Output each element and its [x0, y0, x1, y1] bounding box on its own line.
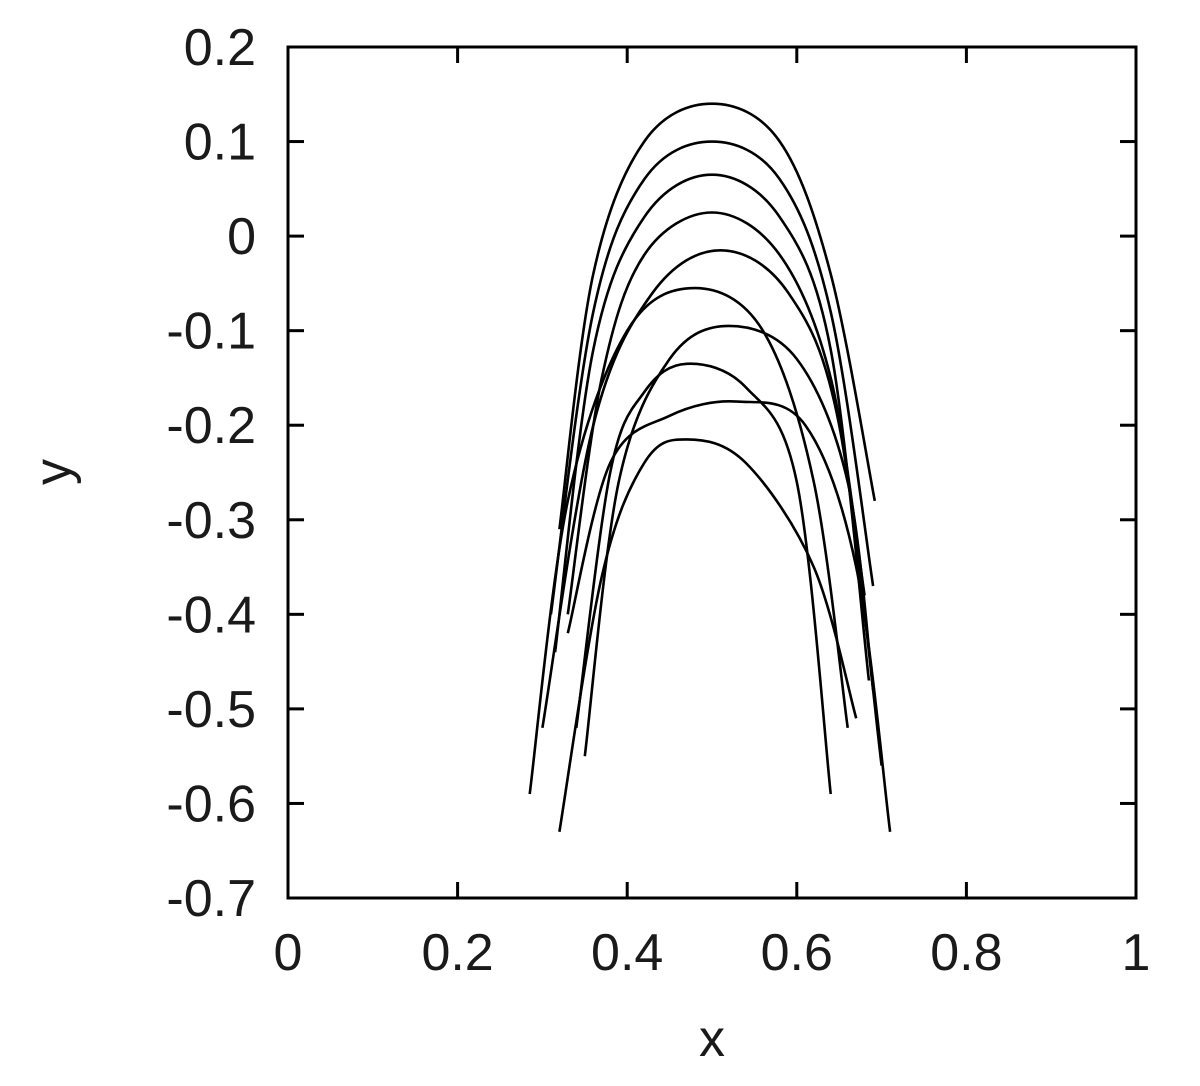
curve-3 — [553, 173, 871, 681]
curve-layer — [528, 102, 892, 833]
y-tick-label: -0.7 — [166, 870, 256, 928]
y-tick-labels: 0.2 0.1 0 -0.1 -0.2 -0.3 -0.4 -0.5 -0.6 -0.7 — [166, 19, 256, 928]
y-axis-label: y — [24, 459, 82, 485]
curve-10 — [558, 438, 858, 833]
plot-frame — [286, 45, 1138, 900]
curve-8 — [575, 362, 832, 795]
y-tick-label: -0.2 — [166, 397, 256, 455]
x-tick-labels: 0 0.2 0.4 0.6 0.8 1 — [274, 924, 1151, 982]
y-tick-label: -0.1 — [166, 303, 256, 361]
tick-layer — [288, 47, 1136, 898]
x-tick-label: 1 — [1122, 924, 1151, 982]
x-tick-label: 0 — [274, 924, 303, 982]
curve-2 — [549, 140, 875, 615]
curve-4 — [566, 211, 866, 615]
y-tick-label: 0.2 — [184, 19, 256, 77]
curve-7 — [583, 324, 875, 757]
x-tick-label: 0.2 — [421, 924, 493, 982]
y-tick-label: -0.3 — [166, 492, 256, 550]
curve-1 — [558, 102, 877, 530]
curve-9 — [566, 400, 892, 832]
x-tick-label: 0.6 — [761, 924, 833, 982]
y-tick-label: 0.1 — [184, 114, 256, 172]
x-tick-label: 0.8 — [930, 924, 1002, 982]
curve-6 — [528, 286, 849, 795]
x-tick-label: 0.4 — [591, 924, 663, 982]
x-axis-label: x — [699, 1010, 725, 1068]
y-tick-label: -0.5 — [166, 681, 256, 739]
y-tick-label: 0 — [227, 208, 256, 266]
y-tick-label: -0.4 — [166, 586, 256, 644]
y-tick-label: -0.6 — [166, 775, 256, 833]
